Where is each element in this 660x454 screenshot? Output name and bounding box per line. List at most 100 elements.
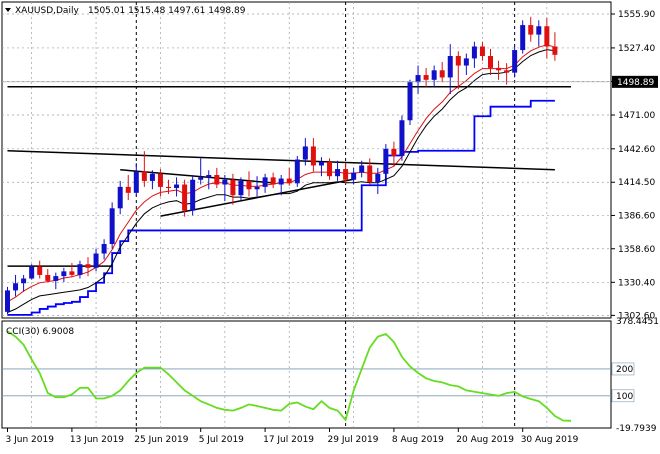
price-tick-label: 1386.60 bbox=[618, 211, 655, 221]
candle-body bbox=[302, 146, 308, 160]
cci-tick-label: 378.4451 bbox=[616, 317, 659, 327]
candle-body bbox=[471, 46, 477, 59]
candle-body bbox=[246, 180, 252, 190]
time-tick-label: 13 Jun 2019 bbox=[70, 435, 124, 445]
trendline bbox=[7, 149, 555, 171]
candle-body bbox=[536, 26, 542, 35]
time-tick-label: 25 Jun 2019 bbox=[134, 435, 188, 445]
candle-body bbox=[439, 70, 445, 78]
price-tick-label: 1414.50 bbox=[618, 178, 655, 188]
time-tick-label: 29 Jul 2019 bbox=[328, 435, 379, 445]
candle-body bbox=[254, 186, 260, 190]
candle-body bbox=[294, 159, 300, 184]
candle-body bbox=[45, 274, 51, 281]
candle-body bbox=[463, 58, 469, 66]
symbol-label: XAUUSD,Daily bbox=[15, 6, 79, 16]
candle-body bbox=[415, 75, 421, 83]
candle-body bbox=[37, 266, 43, 275]
price-tick-label: 1527.40 bbox=[618, 44, 655, 54]
candle-body bbox=[29, 266, 35, 279]
candle-body bbox=[512, 50, 518, 73]
candle-body bbox=[351, 172, 357, 180]
price-tick-label: 1358.60 bbox=[618, 245, 655, 255]
candle-body bbox=[125, 186, 131, 193]
price-tick-label: 1555.90 bbox=[618, 10, 655, 20]
candle-body bbox=[133, 171, 139, 193]
candle-body bbox=[479, 46, 485, 57]
current-price-badge bbox=[612, 75, 658, 88]
candle-body bbox=[375, 173, 381, 183]
candle-body bbox=[343, 169, 349, 180]
price-panel-frame bbox=[1, 1, 612, 319]
cci-level-badge bbox=[611, 362, 635, 376]
symbol-menu-icon[interactable] bbox=[5, 8, 11, 12]
candle-body bbox=[61, 271, 67, 277]
candle-body bbox=[85, 264, 91, 268]
time-tick-label: 8 Aug 2019 bbox=[392, 435, 444, 445]
candle-body bbox=[109, 208, 115, 244]
candle-body bbox=[544, 26, 550, 47]
price-tick-label: 1471.00 bbox=[618, 111, 655, 121]
candle-body bbox=[423, 75, 429, 80]
candle-body bbox=[455, 56, 461, 66]
candle-body bbox=[359, 165, 365, 173]
candle-body bbox=[101, 243, 107, 254]
candle-body bbox=[552, 46, 558, 55]
price-tick-label: 1330.40 bbox=[618, 278, 655, 288]
candle-body bbox=[230, 179, 236, 196]
price-tick-label: 1302.60 bbox=[618, 311, 655, 321]
candle-body bbox=[77, 264, 83, 275]
cci-panel-frame bbox=[1, 320, 612, 429]
candle-body bbox=[488, 56, 493, 68]
candle-body bbox=[69, 271, 75, 275]
candle-body bbox=[504, 70, 510, 73]
cci-label: CCI(30) 6.9008 bbox=[6, 327, 74, 337]
candle-body bbox=[399, 120, 405, 156]
candle-body bbox=[222, 179, 228, 185]
candle-body bbox=[166, 186, 171, 189]
time-tick-label: 3 Jun 2019 bbox=[6, 435, 55, 445]
cci-line bbox=[7, 330, 572, 422]
candle-body bbox=[383, 148, 389, 174]
candle-body bbox=[327, 161, 332, 177]
cci-level-badge bbox=[611, 389, 635, 403]
trailing-stop-line bbox=[7, 99, 555, 316]
candle-body bbox=[190, 179, 196, 211]
candle-body bbox=[238, 180, 244, 196]
candle-body bbox=[149, 173, 155, 181]
candle-body bbox=[496, 67, 502, 71]
candle-body bbox=[262, 177, 268, 187]
candle-body bbox=[53, 276, 59, 281]
candle-body bbox=[270, 177, 276, 185]
time-tick-label: 20 Aug 2019 bbox=[456, 435, 514, 445]
candle-body bbox=[206, 174, 212, 178]
time-tick-label: 30 Aug 2019 bbox=[521, 435, 579, 445]
time-tick-label: 5 Jul 2019 bbox=[199, 435, 244, 445]
candle-body bbox=[157, 173, 163, 187]
price-tick-label: 1442.60 bbox=[618, 145, 655, 155]
current-price-label: 1498.89 bbox=[617, 78, 654, 88]
candle-body bbox=[141, 171, 147, 181]
candle-body bbox=[447, 56, 453, 78]
cci-tick-label: 100 bbox=[616, 392, 633, 402]
candle-body bbox=[214, 174, 220, 185]
candle-body bbox=[13, 283, 19, 291]
candle-body bbox=[5, 290, 10, 312]
time-tick-label: 17 Jul 2019 bbox=[263, 435, 314, 445]
candle-body bbox=[367, 165, 373, 183]
candle-body bbox=[391, 148, 397, 156]
candle-body bbox=[528, 25, 534, 35]
cci-tick-label: 200 bbox=[616, 365, 633, 375]
candle-body bbox=[286, 178, 292, 184]
cci-tick-label: -19.7939 bbox=[616, 424, 657, 434]
candle-body bbox=[318, 161, 324, 166]
candle-body bbox=[520, 25, 526, 51]
candle-body bbox=[182, 184, 188, 211]
candle-body bbox=[431, 70, 437, 80]
candle-body bbox=[93, 253, 99, 268]
candle-body bbox=[310, 146, 316, 166]
candle-body bbox=[335, 169, 341, 177]
ohlc-label: 1505.01 1515.48 1497.61 1498.89 bbox=[88, 6, 246, 16]
